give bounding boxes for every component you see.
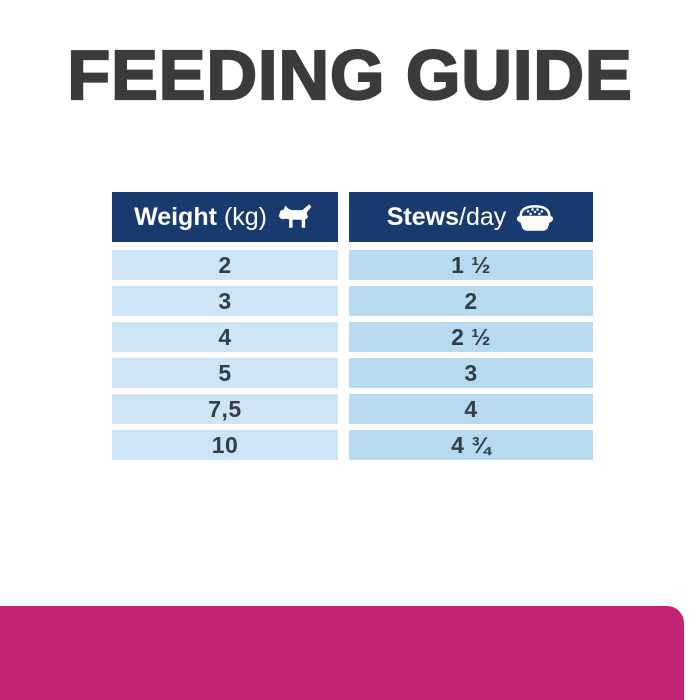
table-row: 5 3 bbox=[112, 358, 593, 388]
table-row: 4 2 ½ bbox=[112, 322, 593, 352]
dog-icon bbox=[278, 203, 312, 228]
food-bowl-icon bbox=[517, 205, 554, 231]
stews-cell: 2 bbox=[349, 286, 593, 316]
page-title: FEEDING GUIDE bbox=[66, 36, 633, 114]
stews-cell: 2 ½ bbox=[349, 322, 593, 352]
table-row: 7,5 4 bbox=[112, 394, 593, 424]
header-label-weight: Weight bbox=[134, 202, 217, 231]
table-row: 2 1 ½ bbox=[112, 250, 593, 280]
weight-cell: 7,5 bbox=[112, 394, 338, 424]
weight-cell: 3 bbox=[112, 286, 338, 316]
feeding-table: Weight (kg) Stews/day 2 1 ½ bbox=[112, 192, 593, 466]
weight-cell: 2 bbox=[112, 250, 338, 280]
stews-cell: 4 ¾ bbox=[349, 430, 593, 460]
table-row: 10 4 ¾ bbox=[112, 430, 593, 460]
header-label-weight-unit: (kg) bbox=[216, 202, 267, 231]
weight-cell: 5 bbox=[112, 358, 338, 388]
weight-cell: 4 bbox=[112, 322, 338, 352]
header-cell-stews: Stews/day bbox=[349, 192, 593, 242]
footer-accent-bar bbox=[0, 606, 684, 700]
table-row: 3 2 bbox=[112, 286, 593, 316]
weight-cell: 10 bbox=[112, 430, 338, 460]
table-header: Weight (kg) Stews/day bbox=[112, 192, 593, 242]
header-label-stews: Stews bbox=[386, 202, 459, 231]
stews-cell: 4 bbox=[349, 394, 593, 424]
stews-cell: 3 bbox=[349, 358, 593, 388]
header-label-stews-unit: /day bbox=[459, 202, 507, 231]
header-cell-weight: Weight (kg) bbox=[112, 192, 338, 242]
stews-cell: 1 ½ bbox=[349, 250, 593, 280]
